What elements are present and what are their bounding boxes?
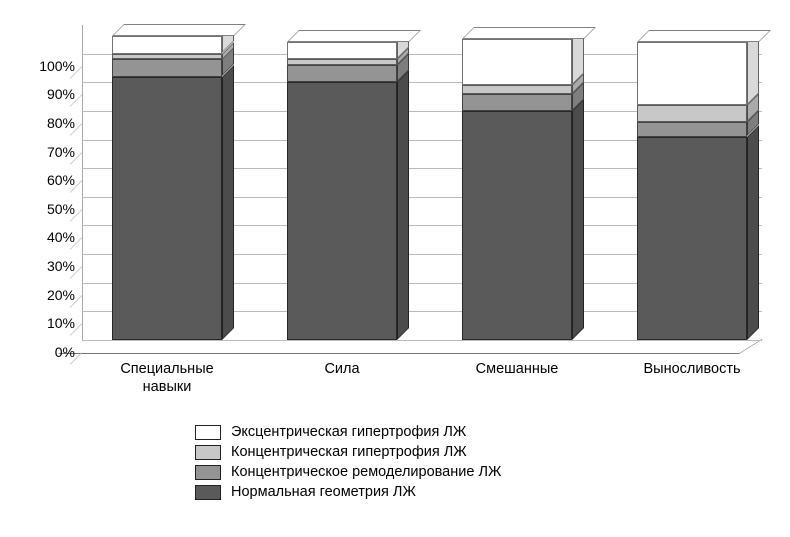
legend-label: Концентрическая гипертрофия ЛЖ bbox=[231, 444, 467, 460]
bar bbox=[287, 25, 397, 340]
segment-front bbox=[287, 59, 397, 65]
bar-segment-ecc_hyper bbox=[462, 39, 572, 85]
bar-segment-conc_remodel bbox=[637, 122, 747, 136]
segment-front bbox=[462, 85, 572, 94]
y-tick-label: 50% bbox=[25, 201, 75, 217]
bar-segment-conc_remodel bbox=[462, 94, 572, 111]
segment-top bbox=[112, 24, 246, 36]
segment-front bbox=[462, 94, 572, 111]
bar-segment-ecc_hyper bbox=[287, 42, 397, 59]
legend-swatch bbox=[195, 485, 221, 500]
bar-segment-ecc_hyper bbox=[637, 42, 747, 105]
segment-front bbox=[637, 105, 747, 122]
legend-swatch bbox=[195, 445, 221, 460]
y-tick-label: 100% bbox=[25, 58, 75, 74]
segment-front bbox=[637, 42, 747, 105]
segment-top bbox=[287, 30, 421, 42]
segment-side bbox=[397, 70, 409, 340]
gridline bbox=[82, 340, 762, 341]
bar-segment-ecc_hyper bbox=[112, 36, 222, 53]
legend-swatch bbox=[195, 425, 221, 440]
y-tick-label: 30% bbox=[25, 258, 75, 274]
legend-item: Концентрическая гипертрофия ЛЖ bbox=[195, 444, 501, 460]
segment-front bbox=[112, 77, 222, 340]
bar-segment-conc_hyper bbox=[462, 85, 572, 94]
chart-floor bbox=[58, 339, 763, 354]
plot-area bbox=[82, 25, 762, 340]
legend-label: Эксцентрическая гипертрофия ЛЖ bbox=[231, 424, 466, 440]
segment-side bbox=[747, 125, 759, 340]
bar bbox=[112, 25, 222, 340]
legend-label: Нормальная геометрия ЛЖ bbox=[231, 484, 416, 500]
x-tick-label: Сила bbox=[262, 360, 422, 378]
segment-top bbox=[637, 30, 771, 42]
segment-side bbox=[222, 65, 234, 340]
segment-front bbox=[637, 122, 747, 136]
y-tick-label: 40% bbox=[25, 229, 75, 245]
legend-item: Эксцентрическая гипертрофия ЛЖ bbox=[195, 424, 501, 440]
legend-item: Концентрическое ремоделирование ЛЖ bbox=[195, 464, 501, 480]
segment-front bbox=[287, 42, 397, 59]
segment-front bbox=[462, 111, 572, 340]
bar bbox=[462, 25, 572, 340]
bar-segment-normal bbox=[462, 111, 572, 340]
bar-segment-conc_hyper bbox=[637, 105, 747, 122]
y-tick-label: 70% bbox=[25, 144, 75, 160]
bar-segment-conc_hyper bbox=[112, 54, 222, 60]
y-tick-label: 10% bbox=[25, 315, 75, 331]
segment-top bbox=[462, 27, 596, 39]
segment-front bbox=[112, 59, 222, 76]
stacked-bar-chart: Эксцентрическая гипертрофия ЛЖ Концентрич… bbox=[0, 0, 790, 537]
bar-segment-normal bbox=[637, 137, 747, 340]
legend-label: Концентрическое ремоделирование ЛЖ bbox=[231, 464, 501, 480]
y-tick-label: 0% bbox=[25, 344, 75, 360]
bar-segment-conc_remodel bbox=[287, 65, 397, 82]
segment-front bbox=[287, 65, 397, 82]
segment-front bbox=[112, 54, 222, 60]
segment-front bbox=[112, 36, 222, 53]
x-tick-label: Специальные навыки bbox=[87, 360, 247, 396]
legend-item: Нормальная геометрия ЛЖ bbox=[195, 484, 501, 500]
bar-segment-conc_hyper bbox=[287, 59, 397, 65]
x-tick-label: Смешанные bbox=[437, 360, 597, 378]
segment-front bbox=[462, 39, 572, 85]
legend: Эксцентрическая гипертрофия ЛЖ Концентрич… bbox=[195, 420, 501, 504]
bar bbox=[637, 25, 747, 340]
segment-front bbox=[637, 137, 747, 340]
y-tick-label: 20% bbox=[25, 287, 75, 303]
legend-swatch bbox=[195, 465, 221, 480]
bar-segment-normal bbox=[112, 77, 222, 340]
y-tick-label: 90% bbox=[25, 86, 75, 102]
segment-side bbox=[572, 99, 584, 340]
y-tick-label: 80% bbox=[25, 115, 75, 131]
y-tick-label: 60% bbox=[25, 172, 75, 188]
bar-segment-conc_remodel bbox=[112, 59, 222, 76]
bar-segment-normal bbox=[287, 82, 397, 340]
segment-front bbox=[287, 82, 397, 340]
x-tick-label: Выносливость bbox=[612, 360, 772, 378]
